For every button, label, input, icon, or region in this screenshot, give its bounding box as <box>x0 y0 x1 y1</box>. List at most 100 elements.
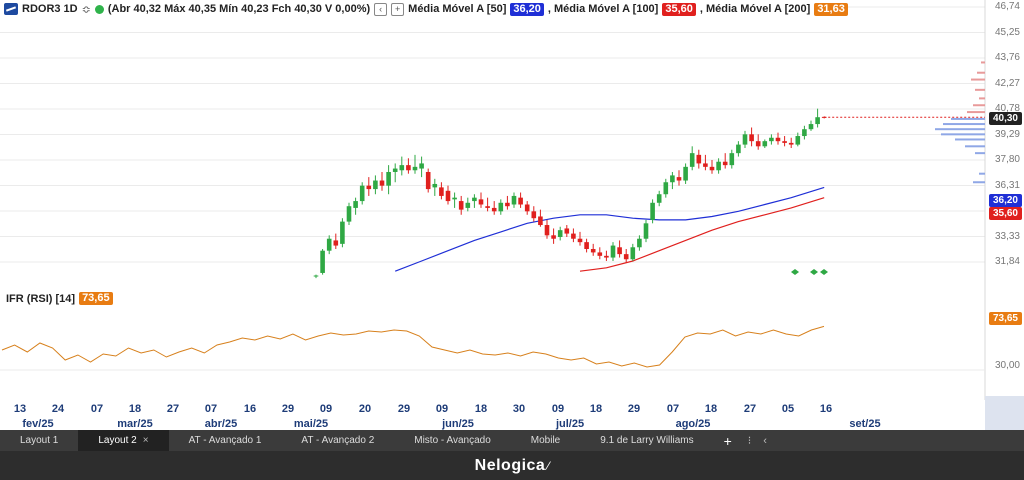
footer: Nelogica ⁄ <box>0 451 1024 480</box>
volume-profile-bar <box>965 145 985 148</box>
price-axis-tick: 39,29 <box>994 128 1020 140</box>
tab-layout-2-label: Layout 2 <box>98 435 137 446</box>
tab-misto-avancado[interactable]: Misto - Avançado <box>414 435 491 446</box>
last-price-tag: 40,30 <box>988 112 1022 125</box>
price-chart[interactable] <box>0 0 1024 430</box>
candle-body <box>524 204 530 212</box>
rsi-header: IFR (RSI) [14] 73,65 <box>6 292 113 305</box>
candle-body <box>689 153 695 167</box>
axis-corner <box>985 396 1024 430</box>
candle-body <box>346 206 352 222</box>
time-axis-day: 27 <box>743 403 757 415</box>
tab-larry-williams[interactable]: 9.1 de Larry Williams <box>600 435 694 446</box>
price-axis-tick: 46,74 <box>994 1 1020 12</box>
tab-at-avancado-2[interactable]: AT - Avançado 2 <box>301 435 375 446</box>
close-icon[interactable]: × <box>142 435 149 446</box>
candle-body <box>538 216 543 226</box>
ma50-label[interactable]: Média Móvel A [50] <box>408 3 507 15</box>
candle-body <box>366 185 372 190</box>
candle-body <box>472 197 477 202</box>
time-axis-month: set/25 <box>849 418 881 430</box>
ma100-label[interactable]: , Média Móvel A [100] <box>547 3 659 15</box>
signal-marker <box>791 269 799 275</box>
chevron-left-icon[interactable]: ‹ <box>763 434 767 447</box>
candle-body <box>643 223 649 239</box>
candle-body <box>340 221 345 244</box>
time-axis-day: 18 <box>128 403 142 415</box>
volume-profile-bar <box>973 104 985 107</box>
candle-body <box>373 180 378 190</box>
volume-profile-bar <box>941 133 985 136</box>
candle-body <box>557 230 563 238</box>
more-icon[interactable]: ⁝ <box>747 435 752 447</box>
price-axis-tick: 37,80 <box>994 154 1020 165</box>
candle-body <box>432 183 438 188</box>
time-axis-day: 09 <box>435 403 449 415</box>
tab-layout-1[interactable]: Layout 1 <box>20 435 59 446</box>
candle-body <box>511 195 517 205</box>
candle-body <box>782 141 787 143</box>
candle-body <box>637 238 642 248</box>
candle-body <box>729 153 735 166</box>
candle-body <box>326 238 332 251</box>
candle-body <box>439 187 444 196</box>
chart-header: RDOR3 1D ≎ (Abr 40,32 Máx 40,35 Mín 40,2… <box>0 0 848 18</box>
time-axis-day: 18 <box>704 403 718 415</box>
rsi-label[interactable]: IFR (RSI) [14] <box>6 292 76 305</box>
candle-body <box>769 137 774 142</box>
candle-body <box>392 168 398 172</box>
symbol-link-icon[interactable]: ≎ <box>81 3 91 16</box>
candle-body <box>531 211 537 219</box>
candle-body <box>458 201 464 210</box>
market-status-icon <box>94 4 104 14</box>
candle-body <box>544 225 550 236</box>
ma100-price-tag: 35,60 <box>988 207 1022 220</box>
candle-body <box>564 228 570 234</box>
collapse-icon[interactable]: ‹ <box>374 2 388 16</box>
candle-body <box>359 185 365 202</box>
tab-at-avancado-1[interactable]: AT - Avançado 1 <box>188 435 262 446</box>
ticker-label[interactable]: RDOR3 1D <box>22 3 78 15</box>
price-axis-tick: 43,76 <box>994 52 1020 63</box>
time-axis-day: 05 <box>781 403 795 415</box>
brand-mark-icon: ⁄ <box>547 458 550 473</box>
candle-body <box>320 250 325 273</box>
time-axis-day: 20 <box>358 403 372 415</box>
time-axis-day: 09 <box>551 403 565 415</box>
candle-body <box>465 202 471 208</box>
candle-body <box>749 134 754 142</box>
add-indicator-button[interactable]: + <box>391 2 405 16</box>
candle-body <box>379 180 385 186</box>
candle-body <box>663 182 669 195</box>
ma200-value-badge: 31,63 <box>814 2 848 16</box>
add-tab-button[interactable]: + <box>723 432 732 449</box>
ma100-line <box>579 197 825 272</box>
candle-body <box>703 163 708 167</box>
candle-body <box>551 235 556 239</box>
candle-body <box>722 161 728 166</box>
signal-marker <box>820 269 828 275</box>
volume-profile-bar <box>975 88 985 91</box>
tab-layout-2[interactable]: Layout 2 × <box>78 430 169 451</box>
candle-body <box>670 175 675 183</box>
candle-body <box>709 166 715 171</box>
time-axis-day: 18 <box>589 403 603 415</box>
volume-profile-bar <box>979 97 985 100</box>
candle-body <box>419 163 424 169</box>
candle-body <box>333 240 339 246</box>
price-axis-tick: 42,27 <box>994 77 1020 89</box>
volume-profile-bar <box>971 78 985 81</box>
ma200-label[interactable]: , Média Móvel A [200] <box>699 3 811 15</box>
tab-mobile[interactable]: Mobile <box>530 435 561 446</box>
candle-body <box>452 197 457 200</box>
volume-profile-bar <box>973 181 985 184</box>
candle-body <box>736 144 741 154</box>
candle-body <box>399 165 405 171</box>
candle-body <box>808 124 814 130</box>
candle-body <box>313 275 319 277</box>
ma50-value-badge: 36,20 <box>510 2 544 16</box>
candle-body <box>478 199 484 205</box>
signal-marker <box>810 269 818 275</box>
volume-profile-bar <box>975 152 985 155</box>
